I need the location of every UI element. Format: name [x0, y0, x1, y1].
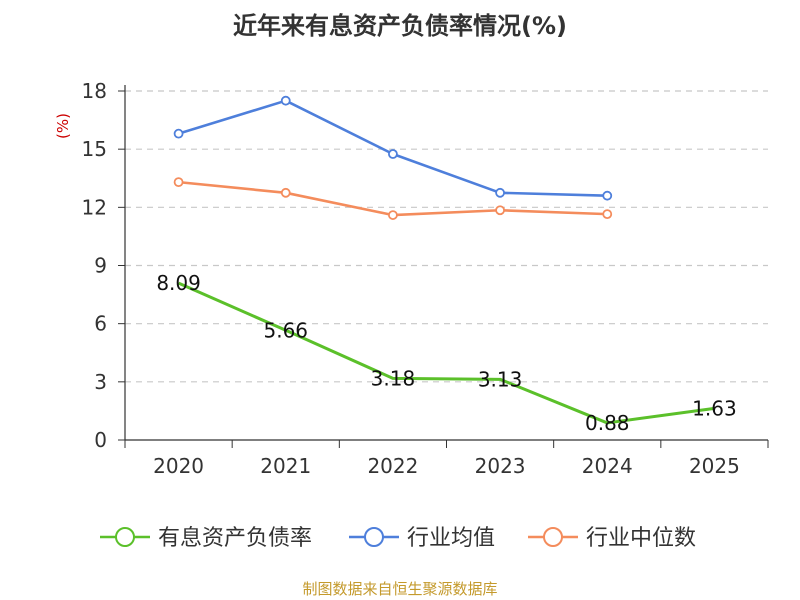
x-tick-label: 2023 — [475, 454, 526, 478]
legend-marker — [115, 527, 135, 547]
legend-label: 行业中位数 — [586, 526, 696, 551]
series-point — [495, 205, 505, 216]
data-label: 3.13 — [478, 367, 523, 391]
y-tick-label: 15 — [82, 137, 107, 161]
data-label: 3.18 — [371, 366, 416, 390]
series-point — [602, 190, 613, 201]
legend-marker — [543, 527, 563, 547]
y-tick-label: 18 — [82, 79, 107, 103]
series-point — [173, 128, 184, 139]
series-point — [280, 187, 291, 198]
y-axis-unit: (%) — [54, 113, 72, 139]
y-tick-label: 12 — [82, 195, 107, 219]
chart-title: 近年来有息资产负债率情况(%) — [233, 12, 567, 40]
series-line-industry-average — [178, 99, 608, 197]
x-tick-label: 2025 — [689, 454, 740, 478]
data-label: 0.88 — [585, 411, 630, 435]
data-label: 8.09 — [156, 271, 201, 295]
series-point — [388, 149, 398, 159]
y-tick-label: 6 — [94, 312, 107, 336]
x-tick-label: 2022 — [367, 454, 418, 478]
data-source-note: 制图数据来自恒生聚源数据库 — [302, 580, 498, 598]
data-label: 5.66 — [263, 318, 308, 342]
legend-label: 行业均值 — [407, 526, 495, 551]
y-tick-label: 3 — [94, 370, 107, 394]
y-tick-label: 9 — [94, 254, 107, 278]
series-point — [280, 95, 291, 106]
series-point — [495, 187, 505, 198]
x-tick-label: 2021 — [260, 454, 311, 478]
x-tick-label: 2020 — [153, 454, 204, 478]
x-tick-label: 2024 — [582, 454, 633, 478]
legend-label: 有息资产负债率 — [158, 526, 312, 551]
series-point — [173, 177, 184, 188]
series-line-interest-debt-ratio — [177, 281, 715, 425]
legend-marker — [364, 527, 384, 547]
series-point — [602, 209, 613, 220]
y-tick-label: 0 — [94, 428, 107, 452]
data-label: 1.63 — [692, 396, 737, 420]
series-line-industry-median — [178, 180, 608, 217]
series-point — [388, 210, 398, 220]
